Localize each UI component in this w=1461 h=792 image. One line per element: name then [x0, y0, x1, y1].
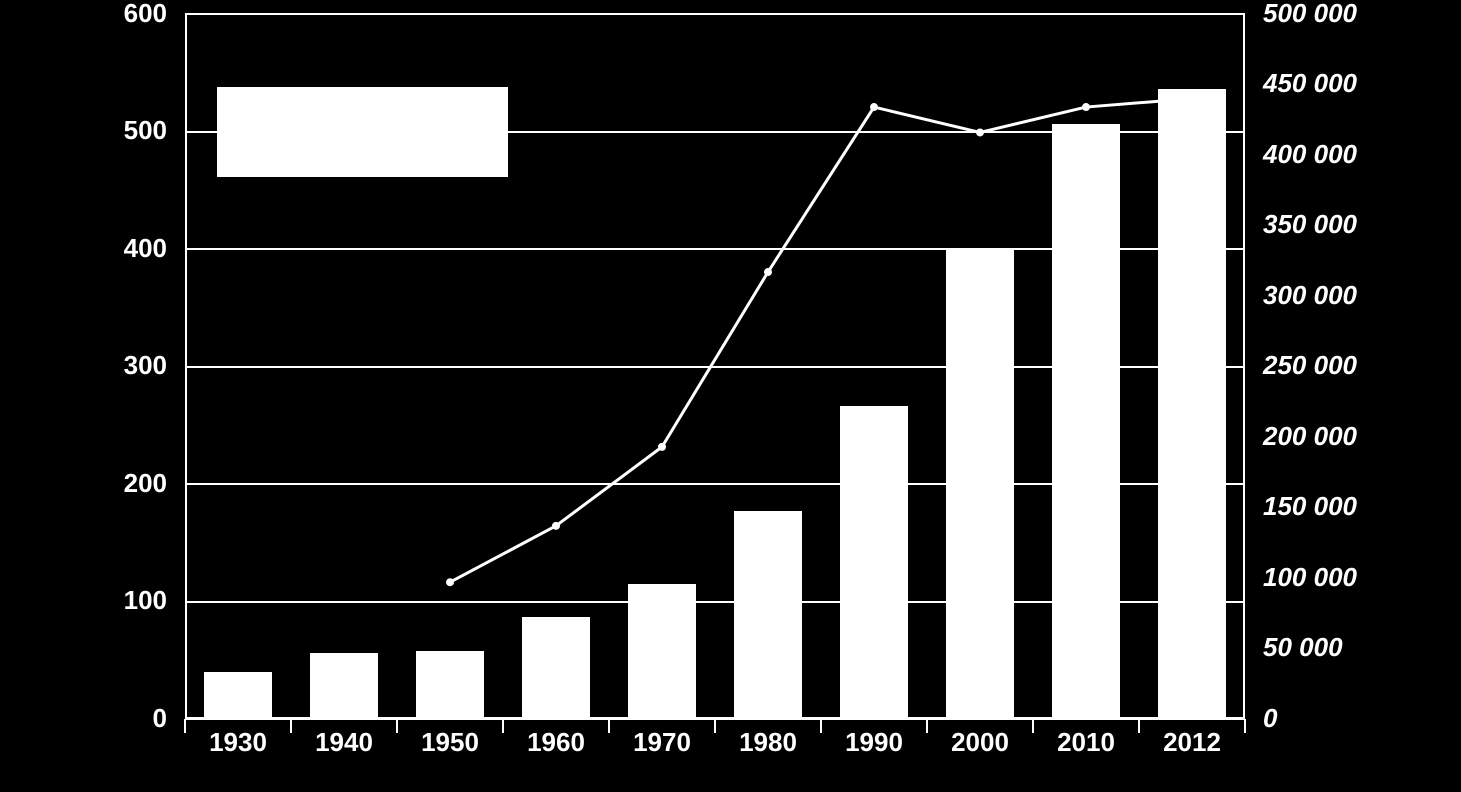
y-left-tick-label: 400	[0, 233, 167, 264]
y-left-tick-label: 500	[0, 115, 167, 146]
y-right-tick-label: 350 000	[1263, 209, 1357, 240]
x-tick-label: 1990	[821, 727, 927, 758]
line-marker	[764, 268, 772, 276]
y-right-tick-label: 250 000	[1263, 350, 1357, 381]
y-left-tick-label: 600	[0, 0, 167, 29]
line-path	[450, 99, 1192, 583]
x-tick-label: 1930	[185, 727, 291, 758]
line-marker	[870, 103, 878, 111]
x-tick-label: 1960	[503, 727, 609, 758]
x-tick-label: 1950	[397, 727, 503, 758]
line-marker	[658, 443, 666, 451]
x-tick-label: 2012	[1139, 727, 1245, 758]
y-right-tick-label: 150 000	[1263, 491, 1357, 522]
y-right-tick-label: 100 000	[1263, 562, 1357, 593]
y-left-tick-label: 200	[0, 468, 167, 499]
y-right-tick-label: 50 000	[1263, 632, 1343, 663]
line-marker	[1082, 103, 1090, 111]
line-marker	[446, 578, 454, 586]
x-tick-label: 1970	[609, 727, 715, 758]
y-right-tick-label: 450 000	[1263, 68, 1357, 99]
x-tick-label: 2010	[1033, 727, 1139, 758]
y-right-tick-label: 400 000	[1263, 139, 1357, 170]
legend-box	[217, 87, 509, 177]
line-marker	[976, 128, 984, 136]
y-left-tick-label: 0	[0, 703, 167, 734]
x-tick-label: 2000	[927, 727, 1033, 758]
y-left-tick-label: 300	[0, 350, 167, 381]
plot-area	[185, 14, 1245, 719]
y-right-tick-label: 0	[1263, 703, 1277, 734]
line-marker	[1188, 95, 1196, 103]
y-right-tick-label: 500 000	[1263, 0, 1357, 29]
x-tick-label: 1980	[715, 727, 821, 758]
x-tick-label: 1940	[291, 727, 397, 758]
chart-container: 1930194019501960197019801990200020102012…	[0, 0, 1461, 792]
y-left-tick-label: 100	[0, 585, 167, 616]
y-right-tick-label: 300 000	[1263, 280, 1357, 311]
y-right-tick-label: 200 000	[1263, 421, 1357, 452]
line-marker	[552, 522, 560, 530]
